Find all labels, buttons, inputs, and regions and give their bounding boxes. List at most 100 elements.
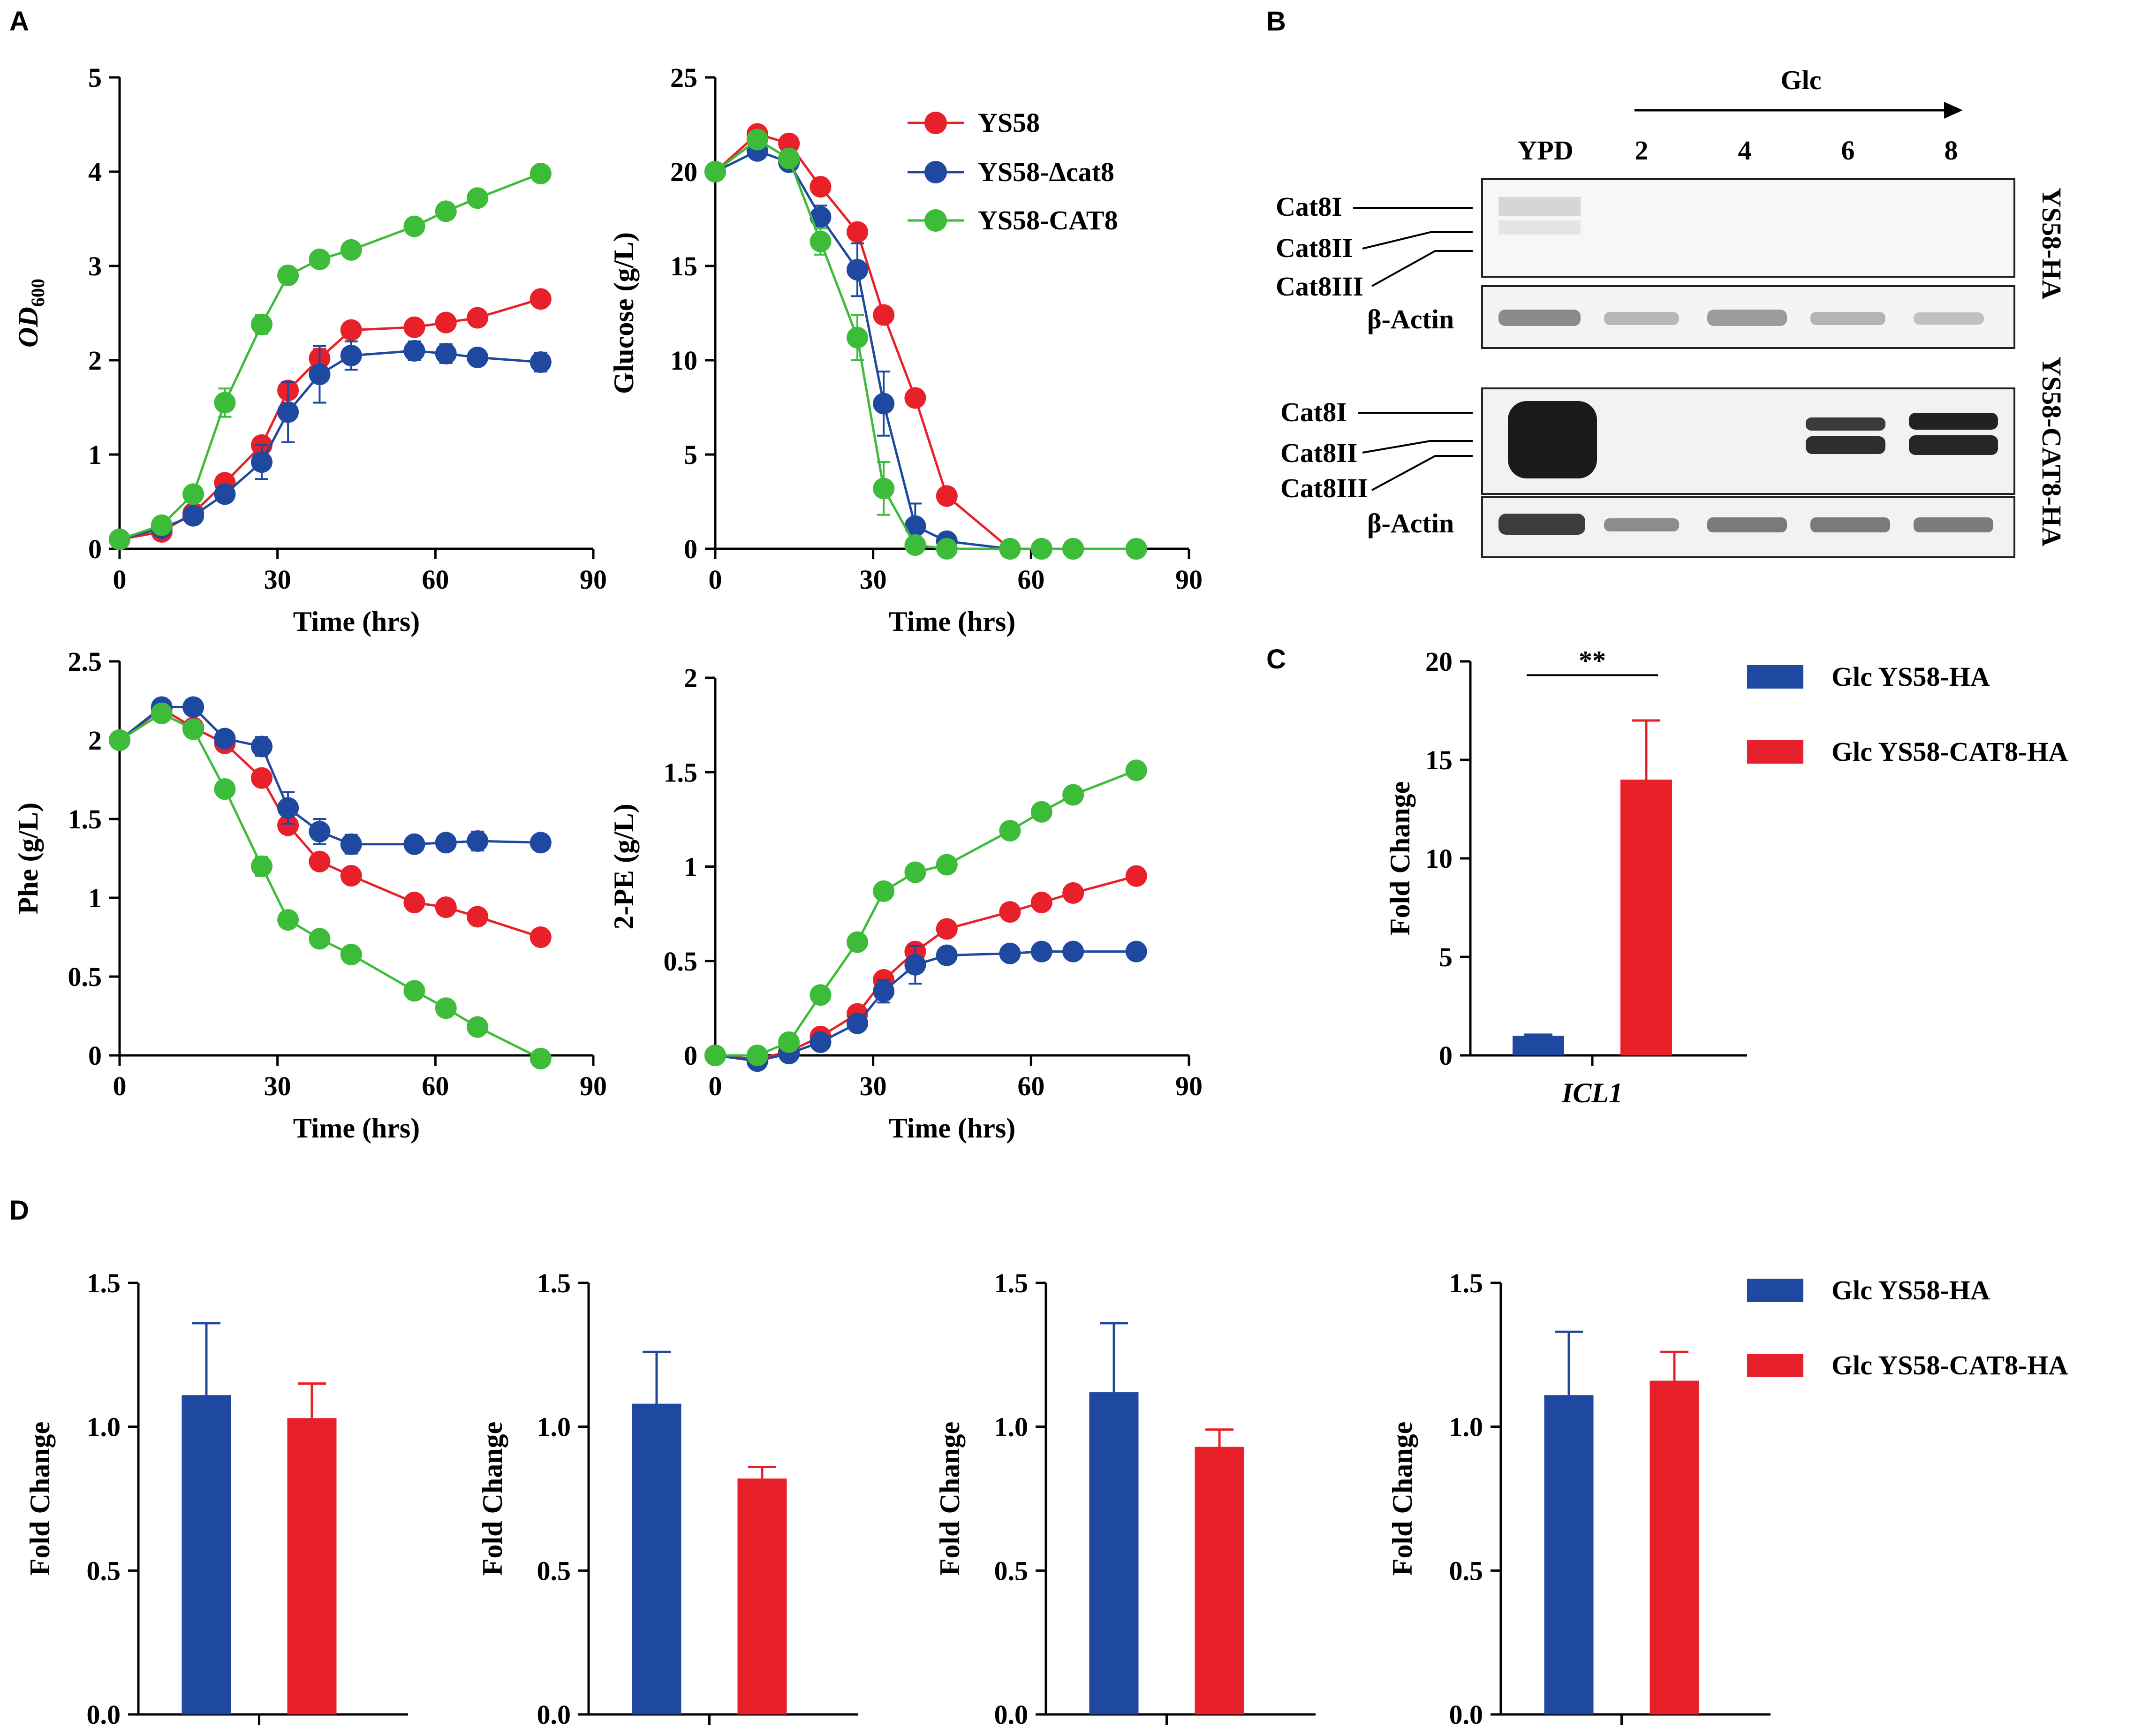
data-point-ys58-cat8 — [1030, 940, 1052, 963]
legend-d: Glc YS58-HA Glc YS58-CAT8-HA — [1747, 1275, 2068, 1380]
blot-lane-8: 8 — [1945, 135, 1958, 166]
y-axis-label-a4: 2-PE (g/L) — [608, 804, 639, 929]
panel-label-a: A — [9, 6, 29, 37]
data-point-ys58-cat8 — [847, 259, 868, 281]
data-point-ys58-cat8 — [309, 248, 331, 270]
data-point-ys58 — [467, 307, 489, 329]
legend-marker-cat8 — [924, 209, 947, 232]
bar-glc-ys58-cat8-ha — [737, 1478, 787, 1714]
data-point-ys58-cat8 — [810, 984, 832, 1006]
y-tick-label-d2: 1.5 — [537, 1268, 571, 1298]
data-point-ys58-cat8 — [999, 820, 1021, 842]
data-point-ys58-cat8 — [109, 528, 130, 550]
bar-glc-ys58-cat8-ha — [1195, 1447, 1244, 1714]
x-tick-label-a3: 60 — [422, 1071, 449, 1101]
x-category-label-c: ICL1 — [1561, 1077, 1623, 1108]
bar-glc-ys58-ha — [182, 1395, 231, 1714]
y-axis-label-d1: Fold Change — [24, 1422, 55, 1576]
data-point-ys58-cat8 — [904, 954, 926, 976]
data-point-ys58-cat8 — [1062, 538, 1084, 560]
y-tick-label-a1: 4 — [88, 157, 102, 187]
y-tick-label-d1: 0.0 — [87, 1699, 121, 1730]
data-point-ys58-cat8 — [936, 538, 958, 560]
data-point-ys58 — [810, 176, 832, 198]
data-point-ys58-cat8 — [435, 997, 457, 1019]
data-point-ys58-cat8 — [277, 401, 299, 423]
data-point-ys58-cat8 — [182, 505, 204, 527]
data-point-ys58-cat8 — [1062, 784, 1084, 806]
legend-marker-dcat8 — [924, 161, 947, 183]
data-point-ys58-cat8 — [810, 230, 832, 252]
x-tick-label-a4: 90 — [1175, 1071, 1203, 1101]
y-tick-label-a1: 2 — [88, 345, 102, 376]
chart-2pe: 0 0.5 1 1.5 2 2-PE (g/L) 0 30 60 90 Time (hrs) — [608, 663, 1203, 1144]
blot-cat8ha-cat8iii-label: Cat8III — [1280, 473, 1368, 503]
series-line-ys58-cat8 — [715, 950, 1136, 1062]
data-point-ys58-cat8 — [251, 313, 272, 335]
panel-label-b: B — [1266, 6, 1286, 37]
data-point-ys58 — [340, 864, 362, 887]
legend-label-ys58: YS58 — [978, 107, 1040, 138]
blot-cat8ha-actin-8 — [1914, 517, 1993, 532]
bar-glc-ys58-cat8-ha — [287, 1418, 337, 1714]
x-tick-label-a1: 60 — [422, 564, 449, 595]
legend-c: Glc YS58-HA Glc YS58-CAT8-HA — [1747, 661, 2068, 767]
blot-ha-actin-8 — [1914, 312, 1984, 325]
bar-glc-ys58-ha — [1544, 1395, 1594, 1714]
chart-od600: 0 1 2 3 4 5 OD600 0 30 60 90 Time (hrs) — [13, 62, 607, 637]
x-tick-label-a1: 0 — [113, 564, 127, 595]
data-point-ys58-cat8 — [1125, 538, 1147, 560]
y-tick-label-a3: 1 — [88, 883, 102, 913]
blot-strain-ha: YS58-HA — [2036, 188, 2067, 300]
y-tick-label-d4: 0.0 — [1449, 1699, 1483, 1730]
x-axis-label-a1: Time (hrs) — [293, 606, 420, 637]
x-tick-label-a1: 30 — [264, 564, 291, 595]
data-point-ys58-cat8 — [1062, 940, 1084, 963]
data-point-ys58-cat8 — [999, 538, 1021, 560]
y-tick-label-a4: 0.5 — [664, 946, 698, 977]
data-point-ys58 — [403, 316, 425, 338]
chart-phe: 0 0.5 1 1.5 2 2.5 Phe (g/L) 0 30 60 90 Time (hrs) — [13, 646, 607, 1144]
data-point-ys58-cat8 — [873, 880, 895, 902]
data-point-ys58 — [936, 485, 958, 507]
blot-strain-cat8ha: YS58-CAT8-HA — [2036, 356, 2067, 546]
panel-label-d: D — [9, 1195, 29, 1226]
data-point-ys58-cat8 — [214, 392, 236, 414]
chart-glucose: 0 5 10 15 20 25 Glucose (g/L) 0 30 60 90 Time (hrs) — [608, 62, 1203, 637]
y-tick-label-a4: 2 — [684, 663, 697, 693]
data-point-ys58-cat8 — [810, 1031, 832, 1053]
data-point-ys58-cat8 — [182, 483, 204, 505]
y-tick-label-c: 0 — [1439, 1040, 1453, 1071]
blot-lane-ypd: YPD — [1517, 135, 1573, 166]
x-axis-label-a3: Time (hrs) — [293, 1113, 420, 1144]
x-tick-label-a2: 90 — [1175, 564, 1203, 595]
blot-ha-cat8ii-line — [1362, 231, 1473, 250]
y-tick-label-a3: 1.5 — [68, 804, 102, 834]
data-point-ys58 — [1062, 882, 1084, 904]
data-point-ys58-cat8 — [151, 702, 173, 724]
data-point-ys58 — [1030, 891, 1052, 913]
x-axis-label-a4: Time (hrs) — [889, 1113, 1016, 1144]
y-tick-label-a2: 15 — [670, 251, 697, 281]
x-axis-label-a2: Time (hrs) — [889, 606, 1016, 637]
data-point-ys58-cat8 — [214, 483, 236, 505]
data-point-ys58 — [1125, 865, 1147, 887]
data-point-ys58-cat8 — [182, 696, 204, 718]
y-tick-label-d1: 1.5 — [87, 1268, 121, 1298]
data-point-ys58-cat8 — [1030, 801, 1052, 823]
blot-cat8ha-cat8ii-line — [1362, 440, 1473, 454]
data-point-ys58 — [847, 221, 868, 243]
data-point-ys58-cat8 — [340, 833, 362, 855]
series-line-ys58 — [119, 707, 541, 939]
y-tick-label-a2: 10 — [670, 345, 697, 376]
blot-ha-cat8i-label: Cat8I — [1276, 191, 1342, 222]
x-tick-label-a2: 60 — [1017, 564, 1044, 595]
data-point-ys58-cat8 — [403, 340, 425, 362]
y-tick-label-c: 10 — [1425, 843, 1453, 874]
data-point-ys58 — [467, 906, 489, 928]
y-axis-label-a3: Phe (g/L) — [13, 803, 44, 914]
data-point-ys58-cat8 — [214, 778, 236, 800]
blot-ha-actin-6 — [1810, 312, 1885, 325]
